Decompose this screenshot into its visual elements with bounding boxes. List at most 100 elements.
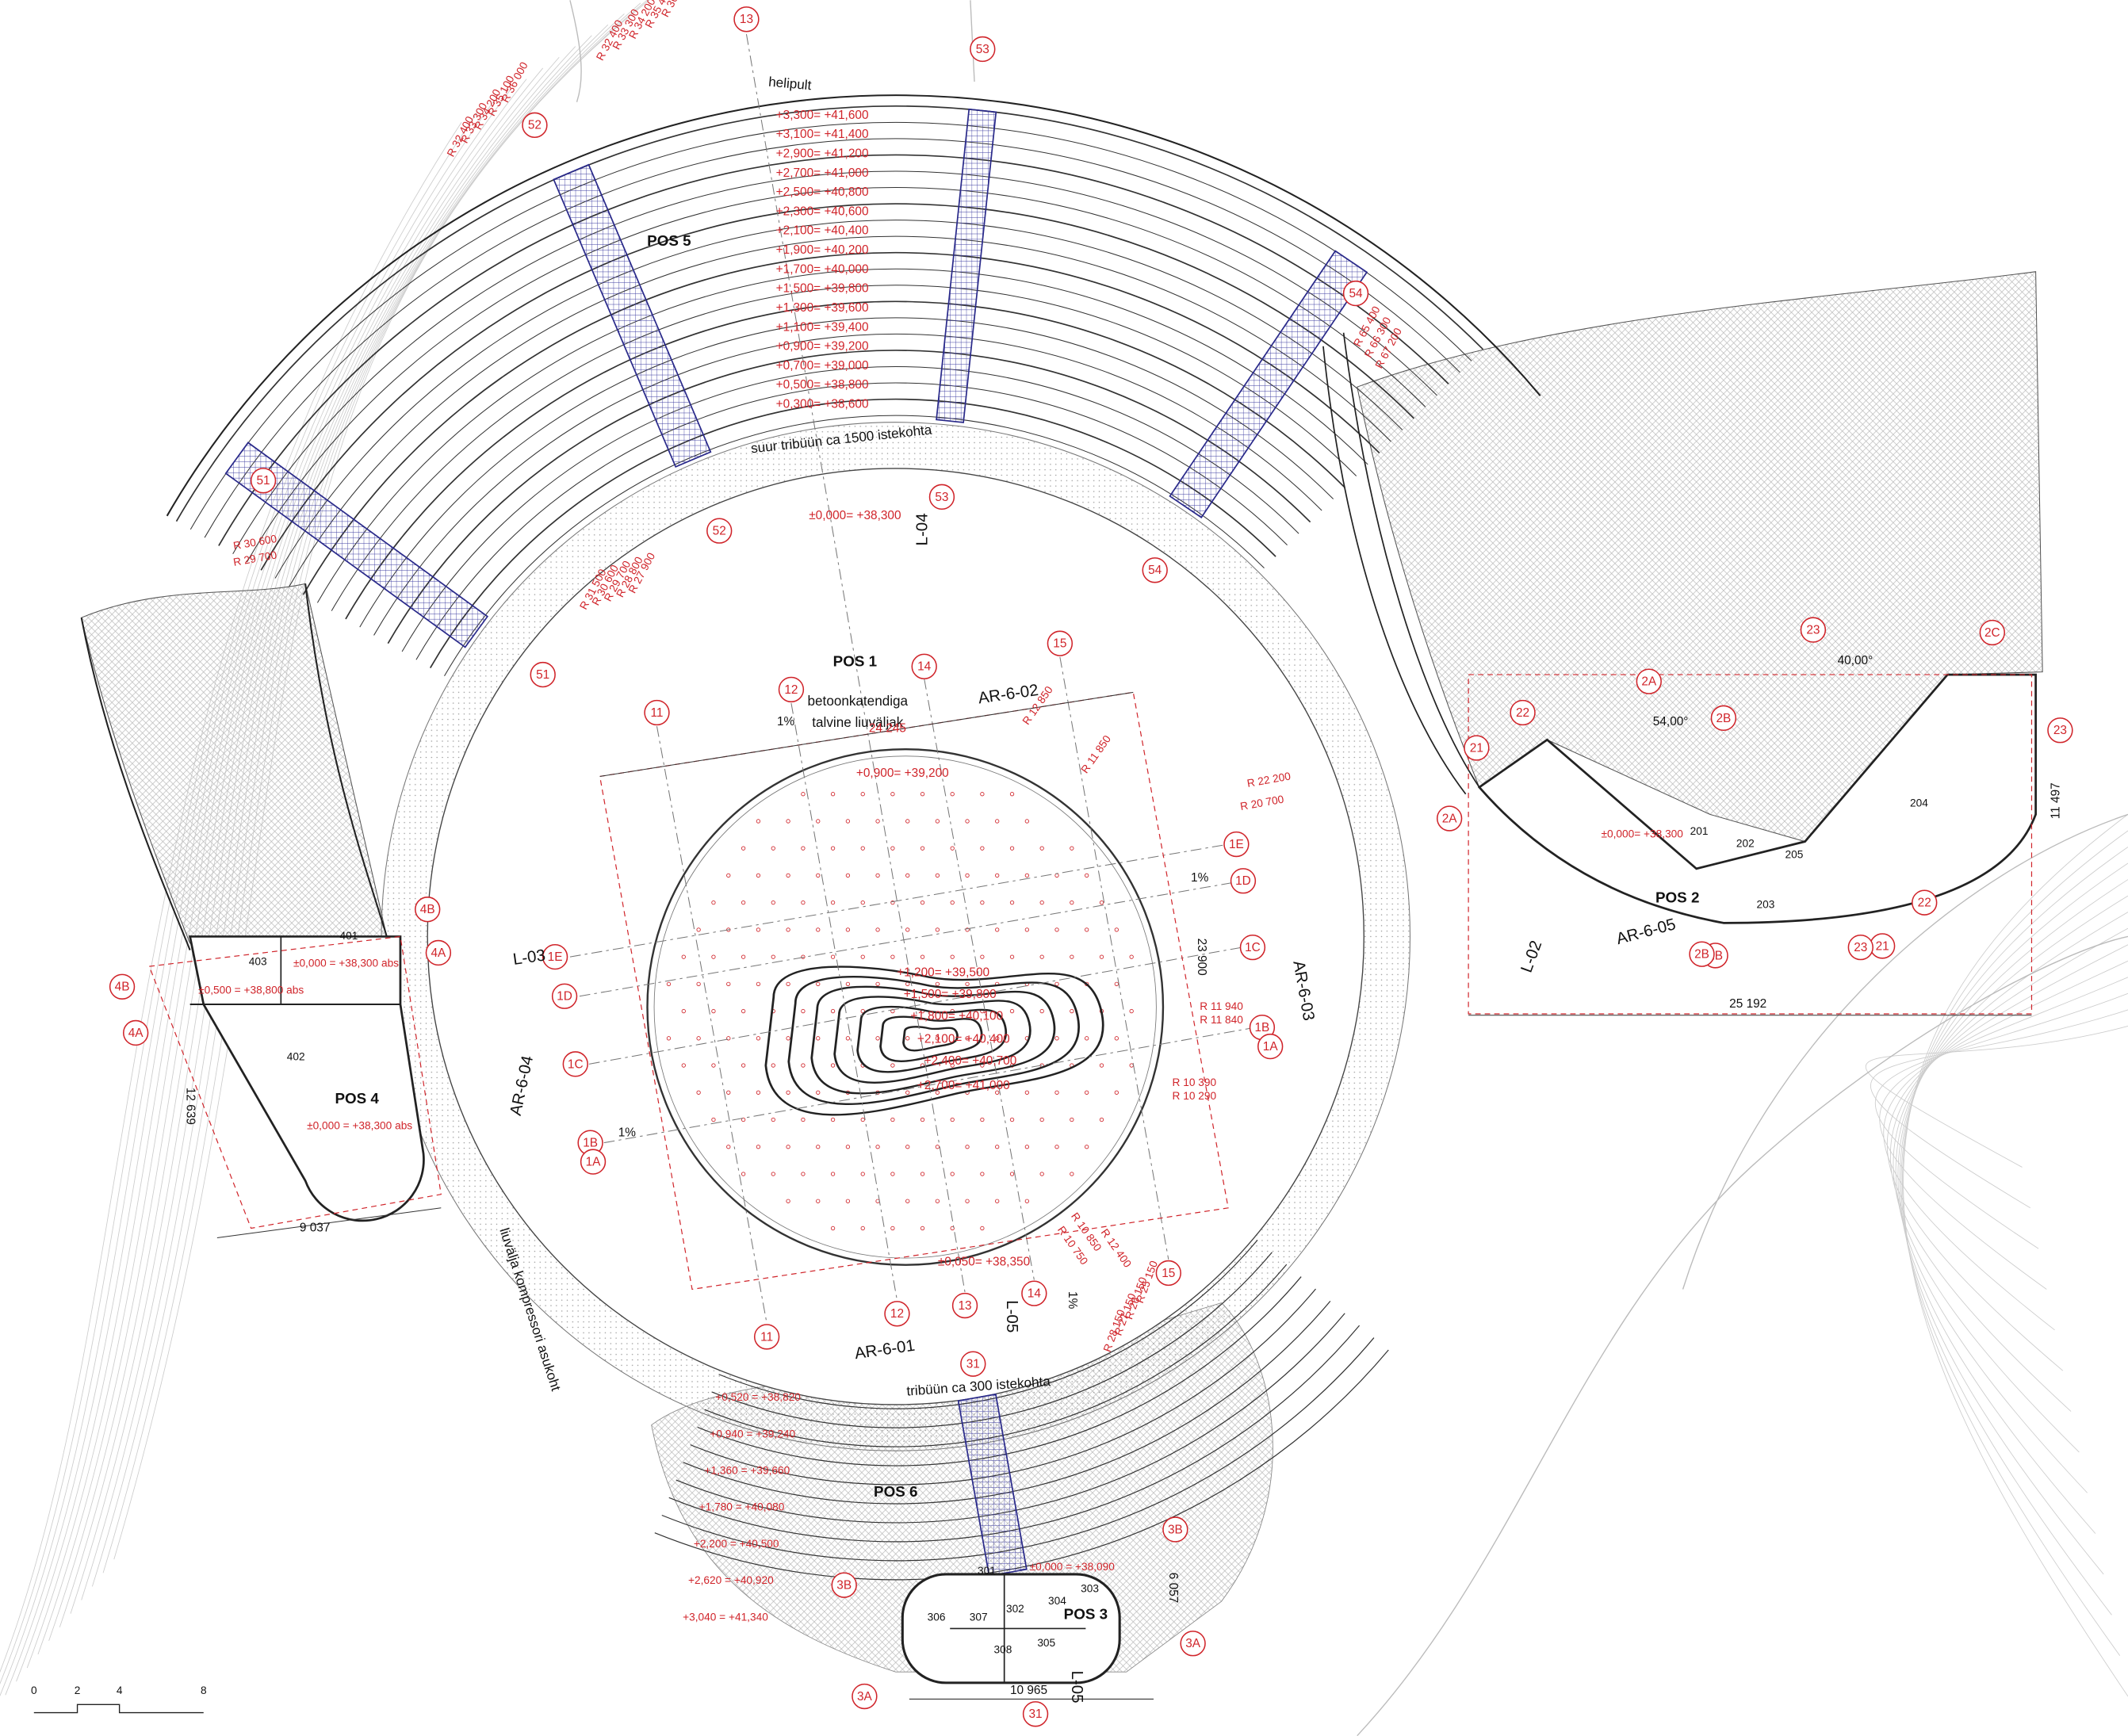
rink-point	[920, 1117, 925, 1122]
rink-point	[950, 900, 955, 905]
room-number: 306	[928, 1611, 946, 1623]
rink-point	[816, 981, 821, 987]
cut-label: L-04	[913, 513, 931, 545]
elevation-label: ±0,000 = +38,300 abs	[307, 1120, 412, 1132]
rink-point	[860, 1226, 865, 1231]
rink-point	[801, 1008, 806, 1014]
grid-bubble	[1022, 1701, 1049, 1727]
grid-bubble-label: 54	[1148, 564, 1162, 577]
grid-bubble	[778, 676, 805, 703]
rink-point	[801, 1117, 806, 1122]
room-number: 202	[1736, 838, 1755, 850]
grid-bubble	[1979, 619, 2006, 646]
grid-bubble	[911, 653, 937, 679]
rink-point	[1085, 1036, 1089, 1041]
building	[188, 935, 425, 1222]
contour-line	[1897, 879, 2128, 1534]
rink-point	[816, 1090, 821, 1095]
rink-point	[666, 1036, 672, 1041]
rink-point	[1054, 1145, 1059, 1149]
rink-point	[995, 873, 1000, 878]
grid-bubble-label: 11	[650, 706, 663, 720]
grid-bubble	[831, 1572, 857, 1598]
rink-point	[1099, 1117, 1104, 1122]
rink-point	[890, 900, 895, 905]
rink-point	[995, 1036, 1000, 1041]
rink-point	[726, 981, 731, 987]
grid-bubble-label: 3B	[1168, 1523, 1183, 1536]
grid-bubble-label: 54	[1349, 287, 1363, 300]
elevation-label: +1,100= +39,400	[776, 320, 869, 334]
elevation-label: +1,500= +39,800	[776, 282, 869, 296]
rink-point	[1070, 1117, 1074, 1122]
grid-bubble	[2047, 717, 2073, 744]
stair	[957, 1393, 1028, 1577]
rink-point	[1039, 1117, 1044, 1122]
grid-bubble-label: 4A	[431, 946, 446, 960]
radius-label: R 10 290	[1173, 1090, 1217, 1102]
grid-bubble-label: 31	[1028, 1707, 1042, 1721]
elevation-label: +2,300= +40,600	[776, 205, 869, 218]
room-number: 301	[978, 1565, 996, 1577]
position-label: POS 1	[833, 653, 877, 670]
rink-point	[905, 1145, 910, 1149]
grid-bubble	[884, 1301, 910, 1327]
rink-point	[980, 846, 985, 851]
dimension-line	[216, 1207, 442, 1238]
rink-point	[890, 1117, 895, 1122]
rink-point	[965, 1145, 970, 1149]
elevation-label: ±0,500 = +38,800 abs	[198, 985, 304, 996]
tribune-outline	[166, 94, 1541, 517]
building	[1477, 673, 2037, 924]
tribune-row	[373, 333, 1322, 636]
rink-point	[1009, 1117, 1015, 1122]
dimension-label: 11 497	[2049, 782, 2062, 819]
grid-bubble	[1800, 617, 1827, 643]
dimension-box	[599, 691, 1229, 1291]
rink-point	[1099, 900, 1104, 905]
rink-point	[1114, 1090, 1119, 1095]
rink-point	[830, 1063, 836, 1068]
grid-bubble-label: 12	[784, 683, 798, 697]
tribune-row	[359, 317, 1334, 628]
rink-point	[920, 846, 925, 851]
rink-point	[950, 1226, 955, 1231]
rink-point	[830, 1226, 836, 1231]
rink-point	[771, 1063, 775, 1068]
rink-point	[860, 792, 865, 797]
rink-point	[935, 1036, 940, 1041]
rink-point	[875, 1036, 880, 1041]
rink-point	[771, 1172, 775, 1176]
room-number: 403	[249, 956, 267, 968]
rink-point	[830, 792, 836, 797]
grid-bubble-label: 2C	[1984, 626, 2000, 640]
rink-point	[801, 1063, 806, 1068]
elevation-label: +0,500= +38,800	[776, 378, 869, 392]
grid-bubble	[960, 1351, 986, 1377]
elevation-label: ±0,000= +38,300	[809, 509, 901, 522]
rink-point	[935, 1090, 940, 1095]
rink-point	[801, 792, 806, 797]
room-number: 305	[1037, 1637, 1055, 1649]
contour-line	[1899, 862, 2128, 1575]
scale-bar	[33, 1703, 204, 1714]
rink-point	[1114, 927, 1119, 932]
rink-point	[1024, 1090, 1030, 1095]
rink-point	[1039, 846, 1044, 851]
grid-bubble-label: 15	[1162, 1267, 1175, 1280]
position-label: POS 2	[1655, 889, 1699, 905]
tribune-row	[331, 285, 1357, 611]
rink-point	[711, 900, 716, 905]
elevation-label: ±0,000= +38,300	[1601, 828, 1683, 840]
rink-point	[965, 873, 970, 878]
rink-point	[995, 819, 1000, 824]
rink-point	[816, 819, 821, 824]
grid-bubble	[1912, 889, 1938, 916]
elevation-label: +0,940 = +39,240	[710, 1428, 795, 1440]
rink-point	[711, 1117, 716, 1122]
contour-line	[1870, 1009, 2128, 1209]
rink-point	[756, 1036, 761, 1041]
rink-point	[786, 1090, 790, 1095]
tribune-row	[415, 382, 1288, 660]
rink-point	[1054, 1036, 1059, 1041]
